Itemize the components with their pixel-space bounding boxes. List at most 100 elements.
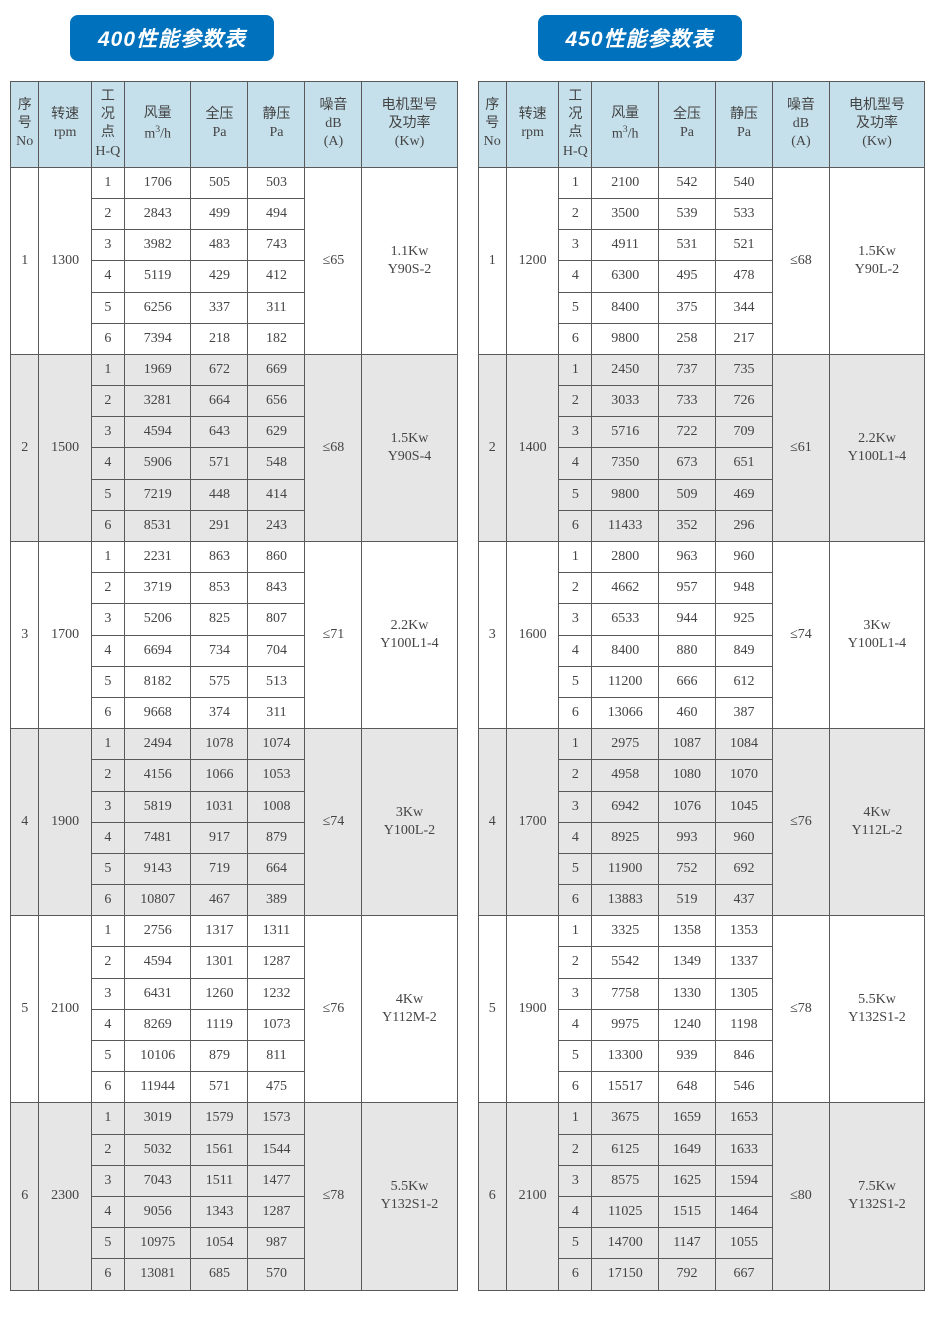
cell-total-pressure: 539 [658, 198, 715, 229]
column-header-rpm: 转速rpm [506, 82, 558, 168]
cell-flow: 3325 [592, 916, 658, 947]
cell-hq: 4 [91, 448, 124, 479]
cell-static-pressure: 1070 [715, 760, 772, 791]
cell-flow: 4594 [124, 417, 190, 448]
cell-hq: 5 [91, 666, 124, 697]
cell-motor: 4KwY112L-2 [829, 729, 924, 916]
cell-static-pressure: 669 [248, 354, 305, 385]
cell-hq: 4 [91, 822, 124, 853]
cell-hq: 3 [559, 1165, 592, 1196]
cell-static-pressure: 521 [715, 230, 772, 261]
cell-flow: 9800 [592, 323, 658, 354]
cell-hq: 2 [559, 1134, 592, 1165]
cell-total-pressure: 1579 [191, 1103, 248, 1134]
column-header-no: 序号No [478, 82, 506, 168]
cell-hq: 1 [91, 1103, 124, 1134]
cell-hq: 6 [91, 323, 124, 354]
cell-total-pressure: 1087 [658, 729, 715, 760]
cell-hq: 1 [559, 916, 592, 947]
cell-flow: 8400 [592, 292, 658, 323]
cell-flow: 6694 [124, 635, 190, 666]
cell-hq: 2 [91, 573, 124, 604]
cell-flow: 9800 [592, 479, 658, 510]
cell-hq: 5 [559, 666, 592, 697]
cell-rpm: 1400 [506, 354, 558, 541]
cell-flow: 10975 [124, 1228, 190, 1259]
cell-total-pressure: 672 [191, 354, 248, 385]
cell-total-pressure: 737 [658, 354, 715, 385]
cell-total-pressure: 1330 [658, 978, 715, 1009]
cell-total-pressure: 1649 [658, 1134, 715, 1165]
cell-static-pressure: 1084 [715, 729, 772, 760]
cell-flow: 2450 [592, 354, 658, 385]
cell-hq: 3 [91, 978, 124, 1009]
cell-noise: ≤74 [772, 542, 829, 729]
cell-static-pressure: 1653 [715, 1103, 772, 1134]
cell-hq: 6 [559, 1259, 592, 1290]
cell-total-pressure: 1301 [191, 947, 248, 978]
cell-flow: 1969 [124, 354, 190, 385]
cell-flow: 6256 [124, 292, 190, 323]
cell-flow: 3982 [124, 230, 190, 261]
cell-hq: 6 [559, 323, 592, 354]
cell-hq: 6 [559, 510, 592, 541]
column-header-motor: 电机型号及功率(Kw) [362, 82, 457, 168]
cell-static-pressure: 811 [248, 1041, 305, 1072]
cell-total-pressure: 648 [658, 1072, 715, 1103]
cell-no: 2 [478, 354, 506, 541]
cell-flow: 15517 [592, 1072, 658, 1103]
cell-flow: 7219 [124, 479, 190, 510]
cell-hq: 5 [559, 1228, 592, 1259]
cell-flow: 8925 [592, 822, 658, 853]
cell-hq: 4 [91, 635, 124, 666]
column-header-rpm: 转速rpm [39, 82, 91, 168]
cell-static-pressure: 843 [248, 573, 305, 604]
cell-total-pressure: 733 [658, 386, 715, 417]
cell-static-pressure: 1008 [248, 791, 305, 822]
cell-total-pressure: 944 [658, 604, 715, 635]
cell-flow: 11433 [592, 510, 658, 541]
cell-hq: 6 [91, 697, 124, 728]
column-header-totalp: 全压Pa [191, 82, 248, 168]
column-header-motor: 电机型号及功率(Kw) [829, 82, 924, 168]
cell-total-pressure: 880 [658, 635, 715, 666]
cell-flow: 17150 [592, 1259, 658, 1290]
column-header-totalp: 全压Pa [658, 82, 715, 168]
table-row: 3160012800963960≤743KwY100L1-4 [478, 542, 925, 573]
cell-total-pressure: 863 [191, 542, 248, 573]
cell-static-pressure: 182 [248, 323, 305, 354]
cell-hq: 4 [91, 261, 124, 292]
cell-total-pressure: 374 [191, 697, 248, 728]
cell-static-pressure: 860 [248, 542, 305, 573]
cell-total-pressure: 291 [191, 510, 248, 541]
cell-static-pressure: 389 [248, 885, 305, 916]
cell-hq: 4 [559, 635, 592, 666]
cell-total-pressure: 495 [658, 261, 715, 292]
cell-flow: 9668 [124, 697, 190, 728]
column-header-hq: 工况点H-Q [91, 82, 124, 168]
cell-flow: 6125 [592, 1134, 658, 1165]
cell-hq: 5 [559, 479, 592, 510]
cell-hq: 5 [559, 292, 592, 323]
cell-total-pressure: 752 [658, 853, 715, 884]
cell-static-pressure: 1594 [715, 1165, 772, 1196]
cell-static-pressure: 692 [715, 853, 772, 884]
cell-flow: 8400 [592, 635, 658, 666]
cell-flow: 8575 [592, 1165, 658, 1196]
cell-noise: ≤76 [305, 916, 362, 1103]
cell-flow: 13883 [592, 885, 658, 916]
cell-flow: 9143 [124, 853, 190, 884]
column-header-no: 序号No [11, 82, 39, 168]
cell-static-pressure: 1053 [248, 760, 305, 791]
column-header-flow: 风量m3/h [124, 82, 190, 168]
cell-total-pressure: 993 [658, 822, 715, 853]
cell-hq: 5 [91, 1041, 124, 1072]
cell-static-pressure: 846 [715, 1041, 772, 1072]
cell-static-pressure: 387 [715, 697, 772, 728]
cell-flow: 6431 [124, 978, 190, 1009]
cell-motor: 1.5KwY90S-4 [362, 354, 457, 541]
cell-flow: 7481 [124, 822, 190, 853]
cell-hq: 6 [91, 1259, 124, 1290]
cell-total-pressure: 963 [658, 542, 715, 573]
cell-total-pressure: 825 [191, 604, 248, 635]
